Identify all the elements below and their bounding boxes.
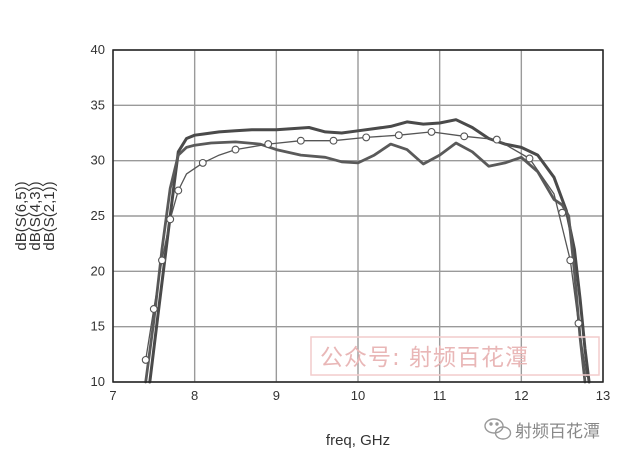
series-2-marker-9 xyxy=(329,136,338,145)
series-group xyxy=(144,118,591,384)
series-2-marker-4 xyxy=(174,186,183,195)
x-axis-title: freq, GHz xyxy=(326,432,390,449)
watermark-frame xyxy=(310,336,600,376)
watermark-text: 公众号: 射频百花潭 xyxy=(320,345,529,371)
y-tick-label-1: 15 xyxy=(91,319,105,334)
y-axis-titles: dB(S(6,5)) dB(S(4,3)) dB(S(2,1)) xyxy=(13,181,58,250)
x-tick-label-3: 10 xyxy=(351,388,365,403)
series-2-marker-15 xyxy=(525,154,534,163)
wechat-logo: 射频百花潭 xyxy=(484,418,600,442)
x-tick-labels: 7 8 9 10 11 12 13 xyxy=(109,388,610,403)
series-2-marker-5 xyxy=(198,158,207,167)
series-2-marker-8 xyxy=(296,136,305,145)
y-tick-label-0: 10 xyxy=(91,374,105,389)
series-2-marker-7 xyxy=(264,140,273,149)
y-tick-label-2: 20 xyxy=(91,263,105,278)
x-tick-label-0: 7 xyxy=(109,388,116,403)
y-tick-label-4: 30 xyxy=(91,153,105,168)
marker-group xyxy=(141,127,583,364)
x-tick-label-2: 9 xyxy=(273,388,280,403)
y-tick-label-5: 35 xyxy=(91,97,105,112)
series-2-marker-12 xyxy=(427,127,436,136)
series-2-marker-16 xyxy=(558,208,567,217)
series-2-marker-0 xyxy=(141,355,150,364)
series-2-marker-13 xyxy=(460,132,469,141)
y-axis-title-s43: dB(S(4,3)) xyxy=(27,181,44,250)
series-2-marker-6 xyxy=(231,145,240,154)
series-2-marker-3 xyxy=(166,215,175,224)
y-axis-title-s21: dB(S(2,1)) xyxy=(41,181,58,250)
series-line-2 xyxy=(145,131,588,378)
series-2-marker-2 xyxy=(158,256,166,265)
series-2-marker-1 xyxy=(149,305,158,313)
series-line-1 xyxy=(144,140,587,384)
y-axis-title-s65: dB(S(6,5)) xyxy=(13,181,30,250)
series-2-marker-14 xyxy=(492,135,501,144)
y-tick-labels: 10 15 20 25 30 35 40 xyxy=(91,42,105,389)
series-2-marker-10 xyxy=(362,133,371,142)
wechat-logo-text: 射频百花潭 xyxy=(515,422,600,442)
series-2-marker-18 xyxy=(574,319,583,328)
series-line-0 xyxy=(148,118,591,384)
y-tick-label-6: 40 xyxy=(91,42,105,57)
y-tick-label-3: 25 xyxy=(91,208,105,223)
series-2-marker-17 xyxy=(566,256,575,265)
x-tick-label-4: 11 xyxy=(433,388,447,403)
watermark: 公众号: 射频百花潭 xyxy=(310,336,600,376)
series-2-marker-11 xyxy=(394,131,403,140)
wechat-icon xyxy=(484,418,512,440)
plot-frame xyxy=(112,49,604,383)
x-tick-label-1: 8 xyxy=(191,388,198,403)
x-tick-label-5: 12 xyxy=(514,388,528,403)
x-tick-label-6: 13 xyxy=(596,388,610,403)
